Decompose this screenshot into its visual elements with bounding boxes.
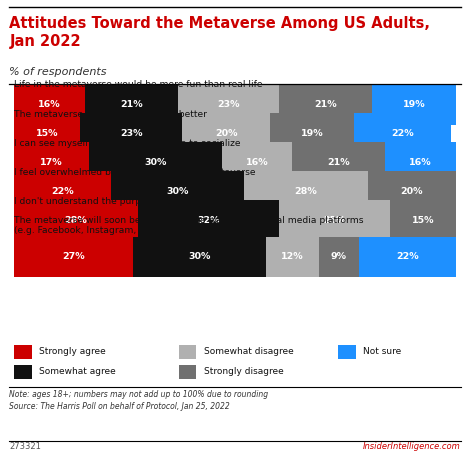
Text: 25%: 25% — [323, 216, 345, 225]
Text: 23%: 23% — [120, 129, 142, 138]
Text: 23%: 23% — [217, 100, 240, 109]
Text: 30%: 30% — [166, 187, 189, 196]
Text: 19%: 19% — [403, 100, 425, 109]
Text: 273321: 273321 — [9, 442, 41, 451]
FancyBboxPatch shape — [338, 345, 356, 359]
Text: Life in the metaverse would be more fun than real life: Life in the metaverse would be more fun … — [14, 80, 263, 89]
Text: 21%: 21% — [328, 158, 350, 167]
FancyBboxPatch shape — [133, 237, 266, 277]
Text: Strongly disagree: Strongly disagree — [204, 367, 283, 376]
Text: Somewhat agree: Somewhat agree — [39, 367, 116, 376]
Text: Note: ages 18+; numbers may not add up to 100% due to rounding
Source: The Harri: Note: ages 18+; numbers may not add up t… — [9, 390, 268, 411]
FancyBboxPatch shape — [14, 142, 89, 183]
Text: 27%: 27% — [63, 252, 85, 262]
FancyBboxPatch shape — [80, 113, 182, 154]
Text: Attitudes Toward the Metaverse Among US Adults,
Jan 2022: Attitudes Toward the Metaverse Among US … — [9, 16, 431, 49]
FancyBboxPatch shape — [179, 345, 196, 359]
Text: The metaverse will soon be as popular as traditional social media platforms
(e.g: The metaverse will soon be as popular as… — [14, 216, 364, 235]
FancyBboxPatch shape — [270, 113, 354, 154]
Text: 19%: 19% — [301, 129, 324, 138]
FancyBboxPatch shape — [89, 142, 222, 183]
Text: 16%: 16% — [38, 100, 61, 109]
FancyBboxPatch shape — [14, 345, 32, 359]
FancyBboxPatch shape — [279, 84, 372, 125]
Text: The metaverse would make my life better: The metaverse would make my life better — [14, 110, 207, 119]
Text: 22%: 22% — [392, 129, 414, 138]
FancyBboxPatch shape — [14, 237, 133, 277]
Text: Somewhat disagree: Somewhat disagree — [204, 347, 293, 357]
FancyBboxPatch shape — [244, 171, 368, 212]
Text: I feel overwhelmed by the concept of the metaverse: I feel overwhelmed by the concept of the… — [14, 168, 256, 177]
FancyBboxPatch shape — [222, 142, 292, 183]
FancyBboxPatch shape — [138, 200, 279, 241]
FancyBboxPatch shape — [111, 171, 244, 212]
Text: 21%: 21% — [120, 100, 142, 109]
Text: InsiderIntelligence.com: InsiderIntelligence.com — [363, 442, 461, 451]
FancyBboxPatch shape — [85, 84, 178, 125]
FancyBboxPatch shape — [14, 84, 85, 125]
Text: 16%: 16% — [409, 158, 432, 167]
FancyBboxPatch shape — [266, 237, 319, 277]
FancyBboxPatch shape — [368, 171, 456, 212]
FancyBboxPatch shape — [179, 365, 196, 379]
Text: 15%: 15% — [36, 129, 58, 138]
Text: 30%: 30% — [188, 252, 211, 262]
Text: I can see myself using the metaverse to socialize: I can see myself using the metaverse to … — [14, 139, 241, 148]
Text: 9%: 9% — [331, 252, 347, 262]
FancyBboxPatch shape — [354, 113, 452, 154]
FancyBboxPatch shape — [14, 171, 111, 212]
FancyBboxPatch shape — [178, 84, 279, 125]
Text: Strongly agree: Strongly agree — [39, 347, 106, 357]
FancyBboxPatch shape — [372, 84, 456, 125]
FancyBboxPatch shape — [279, 200, 390, 241]
Text: 16%: 16% — [246, 158, 268, 167]
Text: 32%: 32% — [197, 216, 220, 225]
Text: 30%: 30% — [144, 158, 167, 167]
FancyBboxPatch shape — [319, 237, 359, 277]
Text: 28%: 28% — [294, 187, 317, 196]
Text: I don't understand the purpose of the metaverse: I don't understand the purpose of the me… — [14, 197, 239, 206]
FancyBboxPatch shape — [359, 237, 456, 277]
FancyBboxPatch shape — [14, 113, 80, 154]
Text: 17%: 17% — [40, 158, 63, 167]
Text: 21%: 21% — [314, 100, 337, 109]
Text: % of respondents: % of respondents — [9, 67, 107, 77]
FancyBboxPatch shape — [14, 200, 138, 241]
FancyBboxPatch shape — [390, 200, 456, 241]
Text: 22%: 22% — [396, 252, 419, 262]
Text: 12%: 12% — [281, 252, 304, 262]
FancyBboxPatch shape — [292, 142, 385, 183]
FancyBboxPatch shape — [182, 113, 270, 154]
Text: 28%: 28% — [64, 216, 87, 225]
Text: Not sure: Not sure — [363, 347, 401, 357]
FancyBboxPatch shape — [385, 142, 456, 183]
Text: 20%: 20% — [400, 187, 423, 196]
FancyBboxPatch shape — [14, 365, 32, 379]
Text: 20%: 20% — [215, 129, 237, 138]
Text: 22%: 22% — [51, 187, 74, 196]
Text: 15%: 15% — [412, 216, 434, 225]
